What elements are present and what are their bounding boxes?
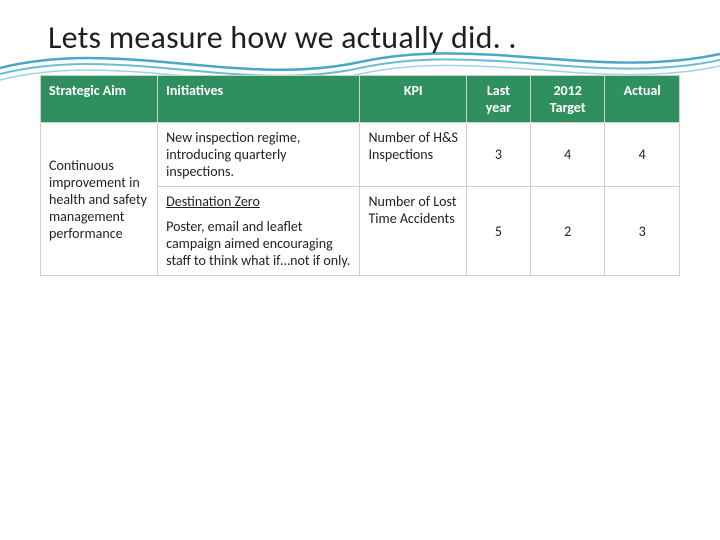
cell-last-year: 5 [466, 187, 530, 276]
initiative-heading: Destination Zero [166, 193, 260, 210]
col-2012-target: 2012 Target [530, 76, 605, 123]
cell-strategic-aim: Continuous improvement in health and saf… [41, 123, 158, 276]
initiative-text: New inspection regime, introducing quart… [166, 129, 300, 180]
cell-actual: 4 [605, 123, 680, 187]
cell-initiative: New inspection regime, introducing quart… [158, 123, 360, 187]
col-kpi: KPI [360, 76, 467, 123]
cell-target: 2 [530, 187, 605, 276]
cell-kpi: Number of H&S Inspections [360, 123, 467, 187]
table-row: Continuous improvement in health and saf… [41, 123, 680, 187]
performance-table: Strategic Aim Initiatives KPI Last year … [40, 75, 680, 276]
cell-target: 4 [530, 123, 605, 187]
table-header-row: Strategic Aim Initiatives KPI Last year … [41, 76, 680, 123]
page-title: Lets measure how we actually did. . [0, 0, 720, 57]
col-strategic-aim: Strategic Aim [41, 76, 158, 123]
cell-initiative: Destination Zero Poster, email and leafl… [158, 187, 360, 276]
cell-actual: 3 [605, 187, 680, 276]
col-actual: Actual [605, 76, 680, 123]
col-last-year: Last year [466, 76, 530, 123]
table-container: Strategic Aim Initiatives KPI Last year … [0, 57, 720, 276]
initiative-text: Poster, email and leaflet campaign aimed… [166, 218, 350, 269]
cell-kpi: Number of Lost Time Accidents [360, 187, 467, 276]
cell-last-year: 3 [466, 123, 530, 187]
col-initiatives: Initiatives [158, 76, 360, 123]
